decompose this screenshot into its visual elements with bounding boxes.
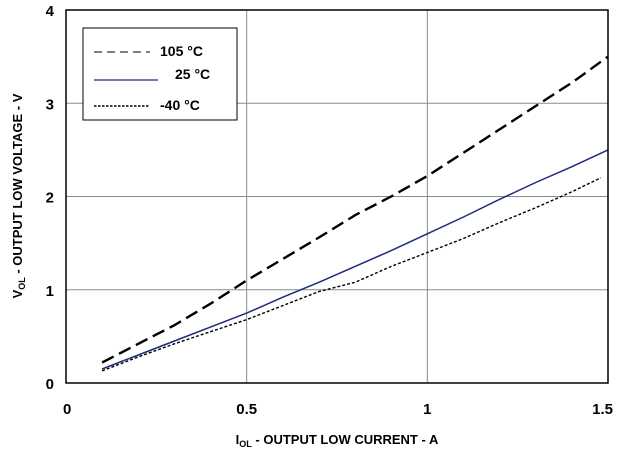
legend-label-minus40c: -40 °C [160,97,200,113]
legend-box [82,27,238,121]
plot-frame [65,9,609,384]
series-line-1 [101,149,609,370]
y-tick-label: 0 [46,376,54,393]
y-tick-label: 3 [46,96,54,113]
legend: 105 °C 25 °C -40 °C [82,27,238,121]
x-tick-label: 1 [423,401,431,418]
series-line-0 [101,55,609,364]
series-line-2 [101,177,602,372]
x-axis-title: IOL - OUTPUT LOW CURRENT - A [236,432,439,449]
y-tick-labels: 0 1 2 3 4 [46,3,55,393]
series-layer [101,55,609,372]
y-tick-label: 4 [46,3,55,20]
y-axis-title: VOL - OUTPUT LOW VOLTAGE - V [10,93,27,298]
x-tick-labels: 0 0.5 1 1.5 [63,401,613,418]
x-tick-label: 0.5 [236,401,257,418]
y-tick-label: 1 [46,283,54,300]
legend-label-25c: 25 °C [175,66,210,82]
x-tick-label: 1.5 [592,401,613,418]
y-tick-label: 2 [46,190,54,207]
legend-label-105c: 105 °C [160,43,203,59]
x-tick-label: 0 [63,401,71,418]
